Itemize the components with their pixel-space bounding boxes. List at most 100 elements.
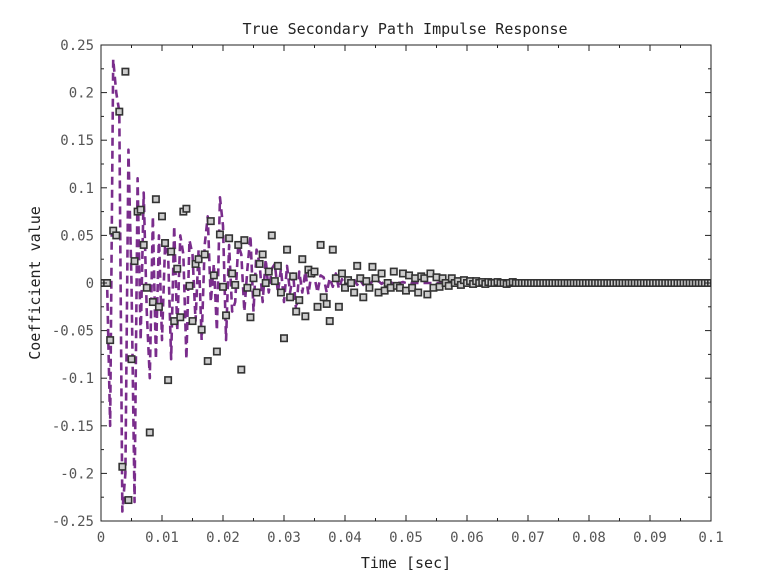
x-tick-label: 0.06 xyxy=(450,530,484,546)
x-axis: 0 0.01 0.02 0.03 0.04 0.05 0.06 0.07 0.08 0.09 0.1 xyxy=(97,45,724,546)
series-marker-point xyxy=(158,212,167,221)
series-marker-point xyxy=(136,205,145,214)
series-marker-point xyxy=(420,274,429,283)
chart-title: True Secondary Path Impulse Response xyxy=(242,20,567,38)
series-marker-point xyxy=(145,428,154,437)
series-marker-point xyxy=(124,496,133,505)
series-marker-point xyxy=(106,336,115,345)
series-marker-point xyxy=(322,299,331,308)
series-marker-point xyxy=(188,317,197,326)
y-tick-label: 0.25 xyxy=(60,38,94,54)
series-marker-point xyxy=(714,280,720,286)
series-marker-point xyxy=(154,302,163,311)
x-tick-label: 0.07 xyxy=(511,530,545,546)
series-marker-point xyxy=(316,240,325,249)
series-marker-point xyxy=(286,293,295,302)
y-tick-label: 0.1 xyxy=(69,181,94,197)
series-marker-point xyxy=(340,283,349,292)
series-marker-point xyxy=(209,271,218,280)
series-marker-point xyxy=(389,267,398,276)
series-marker-point xyxy=(720,280,726,286)
series-marker-point xyxy=(319,293,328,302)
series-marker-point xyxy=(142,283,151,292)
series-marker-point xyxy=(249,274,258,283)
series-marker-point xyxy=(240,236,249,245)
series-marker-point xyxy=(167,247,176,256)
series-marker-point xyxy=(197,325,206,334)
series-marker-point xyxy=(261,278,270,287)
series-marker-point xyxy=(313,302,322,311)
x-tick-label: 0.01 xyxy=(145,530,179,546)
y-tick-label: -0.05 xyxy=(52,324,94,340)
series-marker-point xyxy=(173,264,182,273)
x-tick-label: 0.03 xyxy=(267,530,301,546)
y-tick-label: -0.1 xyxy=(60,371,94,387)
y-tick-label: -0.2 xyxy=(60,466,94,482)
series-marker-point xyxy=(347,278,356,287)
series-marker-point xyxy=(359,293,368,302)
series-marker-point xyxy=(723,280,729,286)
series-marker-point xyxy=(228,269,237,278)
y-tick-label: 0.15 xyxy=(60,133,94,149)
series-marker-point xyxy=(732,280,738,286)
series-marker-point xyxy=(310,267,319,276)
series-marker-point xyxy=(264,267,273,276)
series-marker-point xyxy=(334,302,343,311)
series-marker-point xyxy=(295,296,304,305)
series-marker-point xyxy=(118,462,127,471)
series-marker-point xyxy=(279,334,288,343)
series-marker-point xyxy=(283,245,292,254)
series-marker-point xyxy=(234,240,243,249)
series-marker-point xyxy=(161,239,170,248)
series-marker-point xyxy=(276,288,285,297)
series-line-dashed xyxy=(101,57,711,513)
x-tick-label: 0.05 xyxy=(389,530,423,546)
series-marker-point xyxy=(246,313,255,322)
series-marker-point xyxy=(185,281,194,290)
series-marker-point xyxy=(222,311,231,320)
series-marker-point xyxy=(255,259,264,268)
y-tick-label: -0.25 xyxy=(52,514,94,530)
series-marker-point xyxy=(368,262,377,271)
series-marker-point xyxy=(328,245,337,254)
series-marker-point xyxy=(729,280,735,286)
series-marker-point xyxy=(371,274,380,283)
y-axis: 0.25 0.2 0.15 0.1 0.05 0 -0.05 -0.1 -0.15 -0.2 -0.… xyxy=(52,38,711,530)
series-marker-point xyxy=(289,272,298,281)
x-tick-label: 0 xyxy=(97,530,105,546)
x-tick-label: 0.02 xyxy=(206,530,240,546)
series-marker-point xyxy=(148,298,157,307)
series-marker-point xyxy=(130,257,139,266)
series-marker-point xyxy=(267,231,276,240)
series-marker-point xyxy=(252,288,261,297)
y-tick-label: 0.2 xyxy=(69,86,94,102)
series-marker-point xyxy=(112,231,121,240)
series-marker-point xyxy=(203,357,212,366)
series-marker-point xyxy=(127,355,136,364)
y-tick-label: 0.05 xyxy=(60,228,94,244)
series-marker-point xyxy=(176,313,185,322)
y-axis-label: Coefficient value xyxy=(26,206,44,360)
x-tick-label: 0.04 xyxy=(328,530,362,546)
series-marker-point xyxy=(121,67,130,76)
series-marker-point xyxy=(237,365,246,374)
series-marker-point xyxy=(215,230,224,239)
series-marker-point xyxy=(258,250,267,259)
series-marker-point xyxy=(243,283,252,292)
series-marker-point xyxy=(139,240,148,249)
series-marker-point xyxy=(353,261,362,270)
series-marker-point xyxy=(194,255,203,264)
series-marker-point xyxy=(414,288,423,297)
x-axis-label: Time [sec] xyxy=(361,554,451,572)
series-marker-point xyxy=(362,277,371,286)
series-marker-point xyxy=(726,280,732,286)
series-marker-point xyxy=(273,261,282,270)
series-marker-point xyxy=(408,283,417,292)
series-layer xyxy=(101,57,738,513)
series-marker-point xyxy=(231,280,240,289)
x-tick-label: 0.1 xyxy=(698,530,723,546)
series-marker-point xyxy=(182,204,191,213)
series-marker-point xyxy=(710,278,711,287)
series-marker-point xyxy=(225,234,234,243)
